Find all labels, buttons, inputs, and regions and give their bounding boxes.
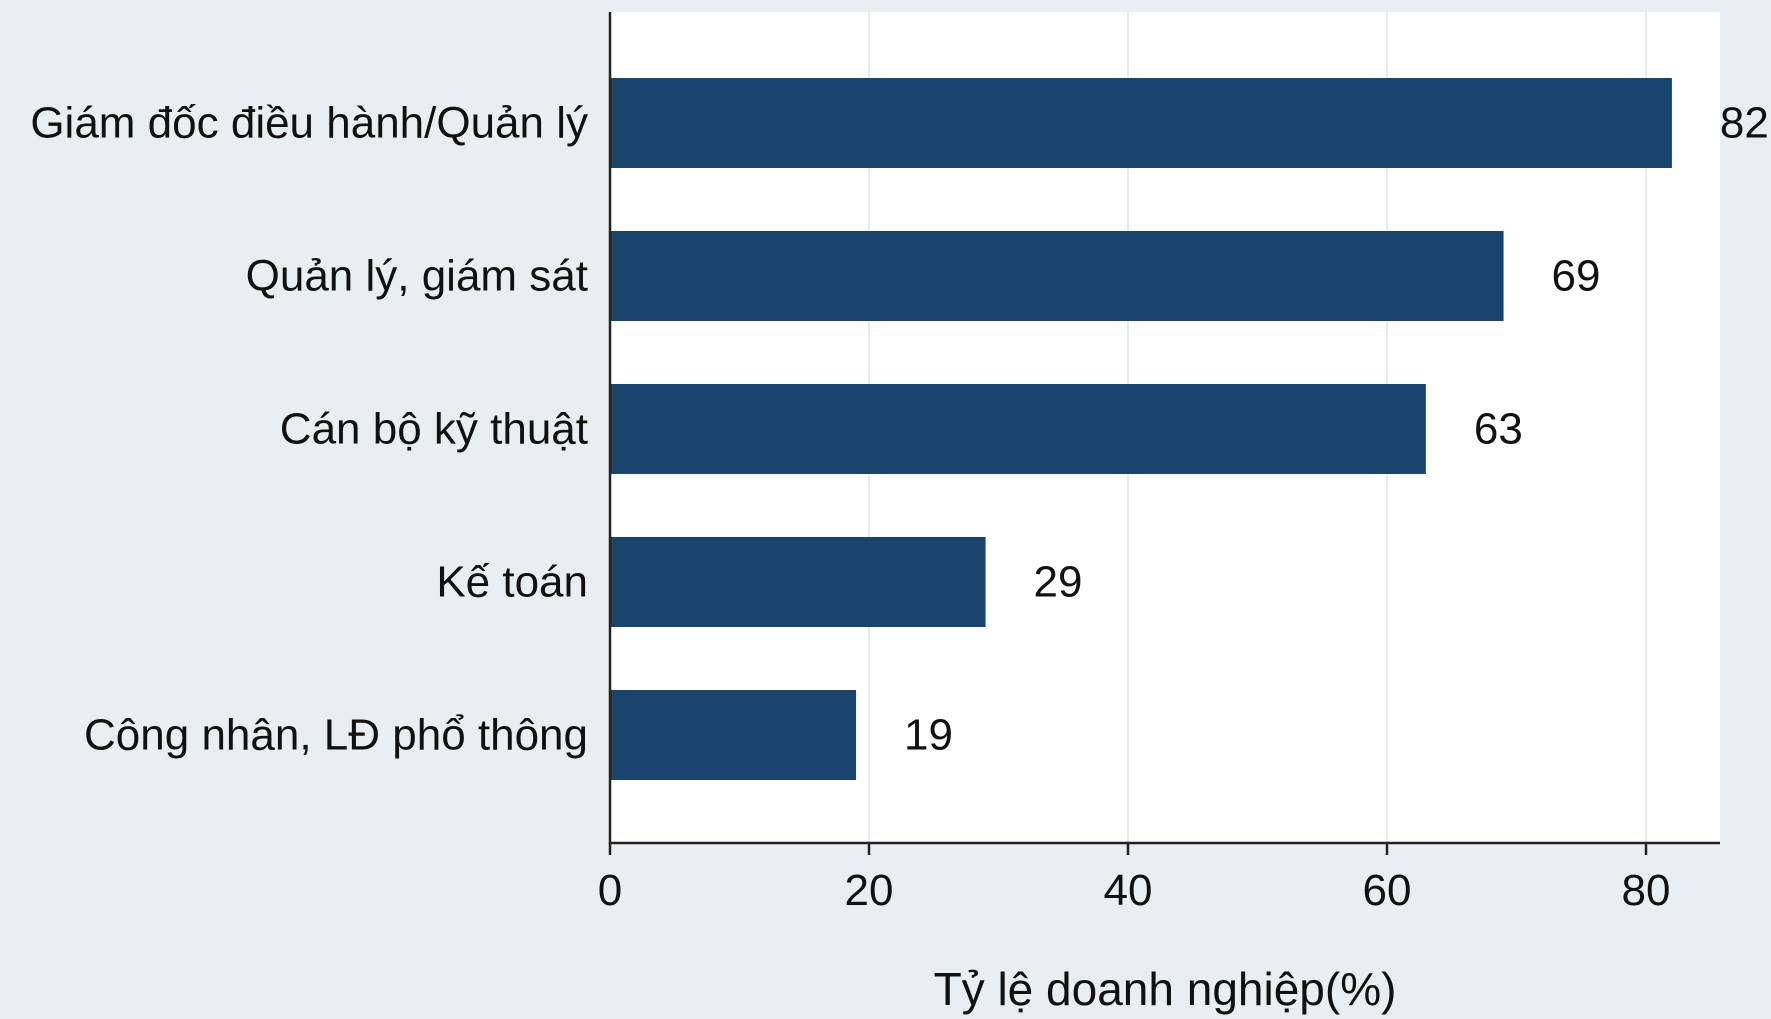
bar <box>610 690 857 780</box>
value-label: 19 <box>904 711 953 760</box>
axes <box>608 12 1720 845</box>
x-tick-label: 80 <box>1622 866 1671 915</box>
value-label: 82 <box>1720 99 1769 148</box>
category-label: Quản lý, giám sát <box>246 252 588 301</box>
category-label: Công nhân, LĐ phổ thông <box>84 711 588 760</box>
category-label: Kế toán <box>436 558 588 607</box>
x-axis-title: Tỷ lệ doanh nghiệp(%) <box>934 963 1397 1015</box>
value-labels: 82 69 63 29 19 <box>904 99 1769 760</box>
value-label: 63 <box>1474 405 1523 454</box>
bar <box>610 78 1672 168</box>
value-label: 29 <box>1034 558 1083 607</box>
bars <box>610 78 1672 780</box>
bar <box>610 231 1504 321</box>
x-tick-label: 20 <box>845 866 894 915</box>
category-label: Cán bộ kỹ thuật <box>280 405 588 454</box>
category-labels: Giám đốc điều hành/Quản lý Quản lý, giám … <box>30 99 588 760</box>
x-tick-label: 0 <box>598 866 622 915</box>
x-ticks: 0 20 40 60 80 <box>598 843 1671 915</box>
value-label: 69 <box>1552 252 1601 301</box>
x-tick-label: 60 <box>1363 866 1412 915</box>
bar <box>610 537 986 627</box>
category-label: Giám đốc điều hành/Quản lý <box>30 99 588 148</box>
bar <box>610 384 1426 474</box>
x-tick-label: 40 <box>1104 866 1153 915</box>
